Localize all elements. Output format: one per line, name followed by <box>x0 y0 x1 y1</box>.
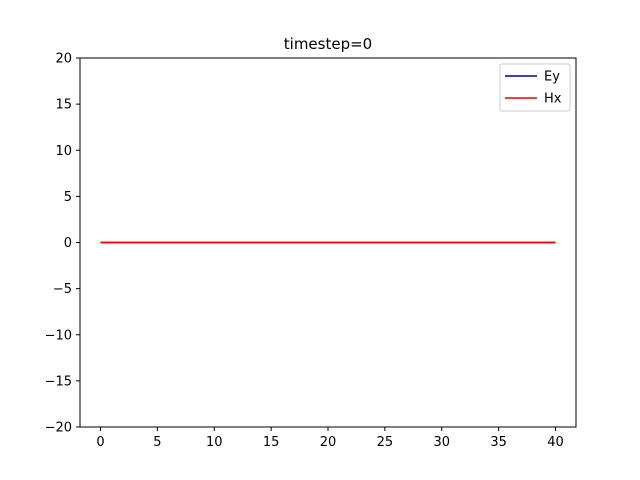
legend-label: Hx <box>544 92 562 107</box>
chart-title: timestep=0 <box>284 35 372 53</box>
y-tick-label: −5 <box>53 282 72 297</box>
x-tick-label: 5 <box>153 435 161 450</box>
y-tick-label: −10 <box>45 328 72 343</box>
y-tick-label: −20 <box>45 421 72 436</box>
x-tick-label: 30 <box>433 435 450 450</box>
x-tick-label: 15 <box>263 435 280 450</box>
legend: Ey Hx <box>499 63 571 112</box>
x-tick-label: 0 <box>96 435 104 450</box>
y-tick-label: 10 <box>55 144 72 159</box>
y-tick-label: 0 <box>64 236 72 251</box>
y-tick-label: 15 <box>55 98 72 113</box>
y-axis: −20 −15 −10 −5 0 5 10 15 20 <box>45 52 80 436</box>
x-axis: 0 5 10 15 20 25 30 35 40 <box>96 427 564 450</box>
legend-label: Ey <box>544 70 560 85</box>
y-tick-label: 5 <box>64 190 72 205</box>
y-tick-label: −15 <box>45 374 72 389</box>
x-tick-label: 10 <box>206 435 223 450</box>
y-tick-label: 20 <box>55 52 72 67</box>
x-tick-label: 20 <box>320 435 337 450</box>
x-tick-label: 35 <box>490 435 507 450</box>
x-tick-label: 40 <box>547 435 564 450</box>
x-tick-label: 25 <box>377 435 394 450</box>
